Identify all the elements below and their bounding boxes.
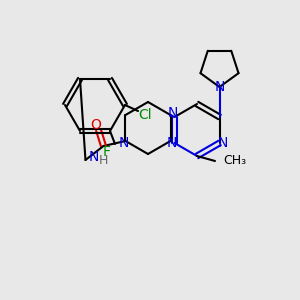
Text: N: N: [167, 106, 178, 120]
Text: H: H: [99, 154, 108, 166]
Text: O: O: [90, 118, 101, 132]
Text: N: N: [166, 136, 177, 150]
Text: N: N: [118, 136, 129, 150]
Text: CH₃: CH₃: [223, 154, 246, 167]
Text: F: F: [103, 145, 111, 159]
Text: Cl: Cl: [138, 108, 152, 122]
Text: N: N: [214, 80, 225, 94]
Text: N: N: [88, 150, 99, 164]
Text: N: N: [217, 136, 228, 150]
